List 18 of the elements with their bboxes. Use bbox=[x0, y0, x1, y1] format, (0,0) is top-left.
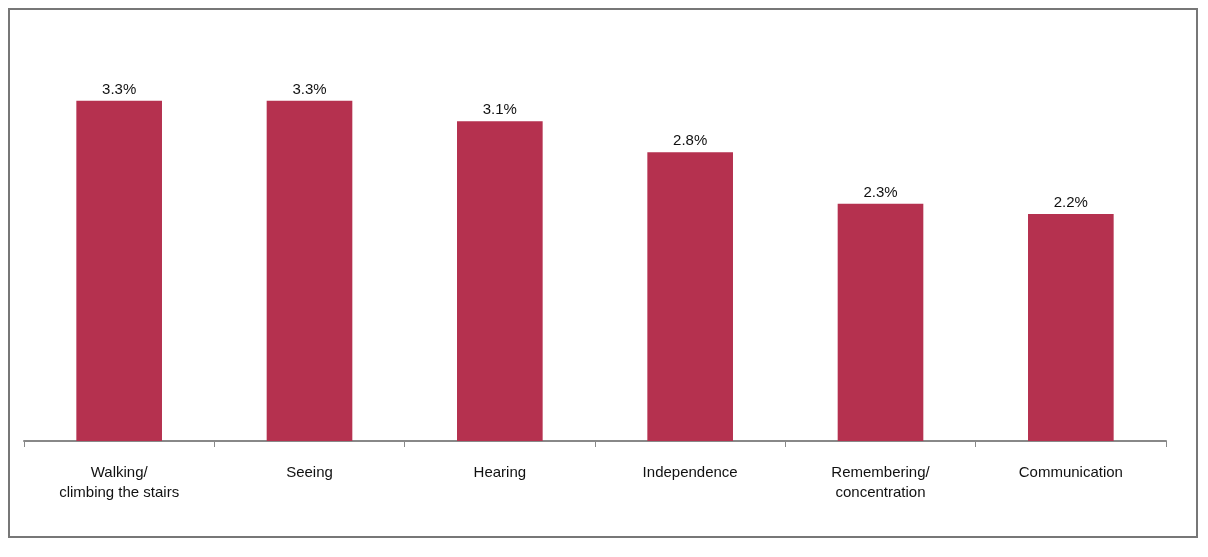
bar bbox=[647, 152, 733, 441]
x-tick-label: Remembering/ concentration bbox=[831, 462, 931, 500]
x-tick-label: Walking/ climbing the stairs bbox=[59, 462, 180, 500]
bar bbox=[1028, 214, 1114, 441]
bar bbox=[837, 203, 924, 441]
x-tick-label: Hearing bbox=[473, 462, 527, 480]
bar bbox=[457, 121, 543, 441]
data-label: 3.3% bbox=[102, 79, 137, 97]
bar bbox=[266, 100, 353, 441]
bar bbox=[76, 100, 162, 441]
data-label: 3.3% bbox=[292, 79, 327, 97]
data-label: 2.3% bbox=[863, 182, 898, 200]
x-tick-label: Seeing bbox=[286, 462, 333, 480]
x-tick-label: Independence bbox=[642, 462, 738, 480]
data-label: 2.8% bbox=[673, 131, 708, 149]
x-tick-label: Communication bbox=[1018, 462, 1123, 480]
data-label: 2.2% bbox=[1053, 193, 1088, 211]
data-label: 3.1% bbox=[482, 100, 517, 118]
